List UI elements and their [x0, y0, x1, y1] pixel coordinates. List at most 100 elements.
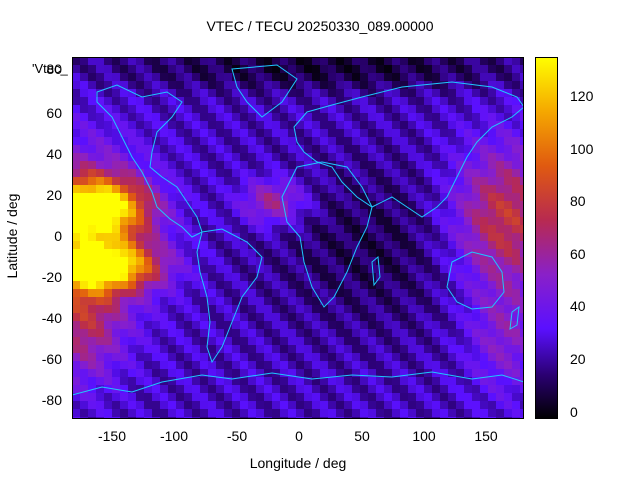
heatmap-cell [272, 161, 280, 169]
heatmap-cell [456, 129, 464, 137]
heatmap-cell [304, 113, 312, 121]
heatmap-cell [360, 353, 368, 361]
heatmap-cell [520, 217, 524, 225]
heatmap-cell [456, 361, 464, 369]
heatmap-cell [96, 185, 104, 193]
heatmap-cell [160, 377, 168, 385]
heatmap-cell [312, 169, 320, 177]
heatmap-cell [408, 185, 416, 193]
heatmap-cell [248, 65, 256, 73]
heatmap-cell [416, 297, 424, 305]
heatmap-cell [80, 329, 88, 337]
heatmap-cell [104, 73, 112, 81]
chart-title: VTEC / TECU 20250330_089.00000 [206, 18, 434, 34]
heatmap-cell [488, 73, 496, 81]
heatmap-cell [304, 177, 312, 185]
heatmap-cell [392, 81, 400, 89]
heatmap-cell [184, 193, 192, 201]
heatmap-cell [176, 169, 184, 177]
heatmap-cell [328, 193, 336, 201]
heatmap-cell [256, 209, 264, 217]
heatmap-cell [336, 105, 344, 113]
heatmap-cell [328, 281, 336, 289]
heatmap-cell [72, 297, 80, 305]
heatmap-cell [472, 297, 480, 305]
heatmap-cell [416, 361, 424, 369]
heatmap-cell [488, 169, 496, 177]
heatmap-cell [144, 377, 152, 385]
heatmap-cell [280, 409, 288, 417]
heatmap-cell [376, 281, 384, 289]
heatmap-cell [496, 385, 504, 393]
heatmap-cell [464, 345, 472, 353]
heatmap-cell [312, 177, 320, 185]
heatmap-cell [304, 401, 312, 409]
heatmap-cell [200, 225, 208, 233]
heatmap-cell [208, 313, 216, 321]
heatmap-cell [200, 233, 208, 241]
heatmap-cell [224, 257, 232, 265]
heatmap-cell [496, 169, 504, 177]
heatmap-cell [96, 321, 104, 329]
heatmap-cell [200, 185, 208, 193]
heatmap-cell [80, 193, 88, 201]
heatmap-cell [96, 361, 104, 369]
heatmap-cell [192, 185, 200, 193]
heatmap-cell [480, 249, 488, 257]
heatmap-cell [400, 401, 408, 409]
heatmap-cell [328, 345, 336, 353]
heatmap-cell [432, 81, 440, 89]
heatmap-cell [216, 217, 224, 225]
heatmap-cell [288, 257, 296, 265]
heatmap-cell [360, 217, 368, 225]
heatmap-cell [296, 369, 304, 377]
heatmap-cell [208, 321, 216, 329]
heatmap-cell [96, 177, 104, 185]
heatmap-cell [120, 313, 128, 321]
heatmap-cell [280, 209, 288, 217]
key-label: 'Vtec_ [32, 61, 68, 76]
heatmap-cell [344, 65, 352, 73]
heatmap-cell [304, 97, 312, 105]
heatmap-cell [320, 97, 328, 105]
heatmap-cell [504, 201, 512, 209]
heatmap-cell [336, 401, 344, 409]
heatmap-cell [256, 121, 264, 129]
heatmap-cell [432, 297, 440, 305]
heatmap-cell [224, 393, 232, 401]
heatmap-cell [80, 257, 88, 265]
heatmap-cell [184, 201, 192, 209]
heatmap-cell [224, 377, 232, 385]
heatmap-cell [472, 233, 480, 241]
heatmap-cell [80, 369, 88, 377]
heatmap-cell [168, 185, 176, 193]
heatmap-cell [216, 305, 224, 313]
heatmap-cell [352, 241, 360, 249]
heatmap-cell [200, 137, 208, 145]
heatmap-cell [312, 393, 320, 401]
heatmap-cell [160, 193, 168, 201]
heatmap-cell [352, 265, 360, 273]
heatmap-cell [304, 193, 312, 201]
heatmap-cell [208, 105, 216, 113]
heatmap-cell [344, 201, 352, 209]
heatmap-cell [72, 241, 80, 249]
heatmap-cell [456, 137, 464, 145]
heatmap-cell [192, 177, 200, 185]
heatmap-cell [216, 153, 224, 161]
coastline-south-america [196, 228, 263, 364]
heatmap-cell [496, 89, 504, 97]
heatmap-cell [256, 153, 264, 161]
heatmap-cell [408, 281, 416, 289]
heatmap-cell [224, 153, 232, 161]
heatmap-cell [112, 361, 120, 369]
heatmap-cell [384, 209, 392, 217]
heatmap-cell [104, 249, 112, 257]
heatmap-cell [496, 257, 504, 265]
heatmap-cell [152, 65, 160, 73]
heatmap-cell [344, 353, 352, 361]
heatmap-cell [448, 145, 456, 153]
heatmap-cell [520, 145, 524, 153]
heatmap-cell [392, 257, 400, 265]
heatmap-cell [184, 177, 192, 185]
